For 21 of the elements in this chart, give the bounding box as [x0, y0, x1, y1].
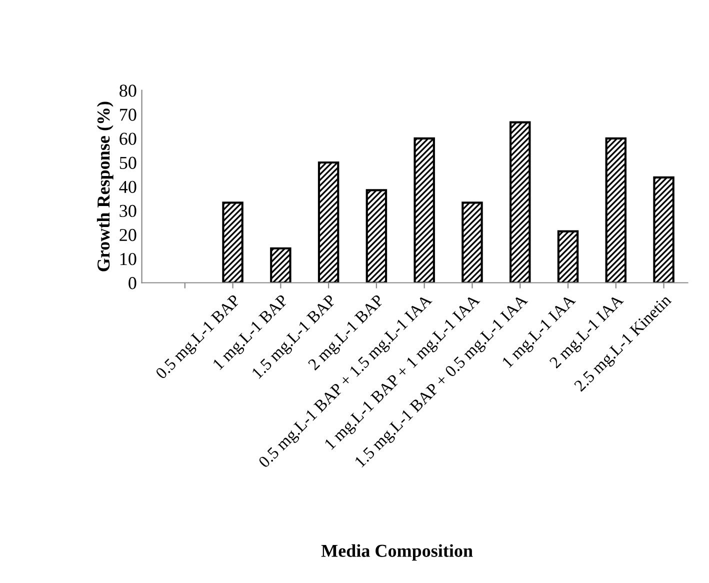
y-tick-label: 70: [120, 108, 136, 121]
y-tick-label: 0: [128, 277, 136, 290]
bar: [222, 202, 244, 283]
bar: [557, 230, 579, 283]
y-tick-label: 80: [120, 84, 136, 97]
bar: [270, 247, 292, 283]
bar: [509, 121, 531, 283]
x-axis-title: Media Composition: [321, 544, 473, 561]
bar: [318, 161, 340, 283]
bar: [414, 137, 435, 283]
y-tick-label: 60: [120, 132, 136, 145]
bar: [366, 189, 388, 283]
bar: [653, 176, 674, 283]
y-tick-label: 30: [120, 204, 136, 218]
y-tick-label: 10: [120, 252, 136, 266]
y-tick-label: 20: [120, 228, 136, 242]
y-tick-label: 40: [119, 180, 136, 193]
y-tick-label: 50: [120, 156, 136, 169]
y-axis-title: Growth Response (%): [96, 102, 114, 272]
bar: [605, 137, 627, 283]
bar: [462, 202, 483, 283]
